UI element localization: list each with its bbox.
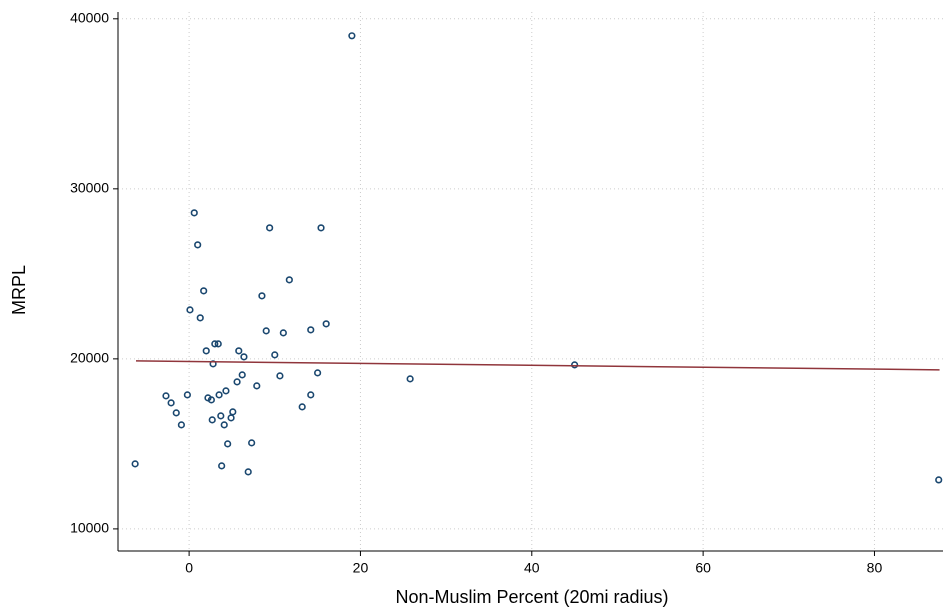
point — [220, 421, 228, 429]
point — [279, 329, 287, 337]
point — [186, 306, 194, 314]
y-tick-label: 30000 — [70, 180, 109, 196]
fit-line — [135, 360, 940, 371]
y-tick-label: 40000 — [70, 10, 109, 26]
point — [285, 276, 293, 284]
x-tick-label: 60 — [695, 560, 711, 576]
point — [262, 327, 270, 335]
point — [190, 209, 198, 217]
point — [217, 412, 225, 420]
y-tick-label: 20000 — [70, 350, 109, 366]
point — [238, 371, 246, 379]
point — [229, 408, 237, 416]
point — [253, 382, 261, 390]
point — [235, 347, 243, 355]
y-axis-title: MRPL — [9, 265, 29, 315]
point — [207, 396, 215, 404]
point — [248, 439, 256, 447]
point — [348, 32, 356, 40]
point — [233, 378, 241, 386]
point — [167, 399, 175, 407]
point — [211, 340, 219, 348]
point — [258, 292, 266, 300]
point — [162, 392, 170, 400]
point — [244, 468, 252, 476]
point — [314, 369, 322, 377]
point — [406, 375, 414, 383]
x-tick-label: 20 — [353, 560, 369, 576]
x-tick-label: 80 — [867, 560, 883, 576]
point — [266, 224, 274, 232]
point — [227, 414, 235, 422]
point — [322, 320, 330, 328]
point — [200, 287, 208, 295]
point — [307, 391, 315, 399]
point — [240, 353, 248, 361]
point — [571, 361, 579, 369]
point — [218, 462, 226, 470]
point — [276, 372, 284, 380]
x-tick-label: 40 — [524, 560, 540, 576]
point — [222, 387, 230, 395]
point — [208, 416, 216, 424]
point — [183, 391, 191, 399]
x-tick-label: 0 — [185, 560, 193, 576]
y-tick-label: 10000 — [70, 520, 109, 536]
point — [215, 391, 223, 399]
point — [196, 314, 204, 322]
point — [317, 224, 325, 232]
point — [202, 347, 210, 355]
point — [298, 403, 306, 411]
point — [271, 351, 279, 359]
x-axis-title: Non-Muslim Percent (20mi radius) — [395, 587, 668, 607]
point — [307, 326, 315, 334]
point — [935, 476, 943, 484]
point — [131, 460, 139, 468]
point — [172, 409, 180, 417]
point — [177, 421, 185, 429]
point — [224, 440, 232, 448]
point — [214, 340, 222, 348]
point — [194, 241, 202, 249]
